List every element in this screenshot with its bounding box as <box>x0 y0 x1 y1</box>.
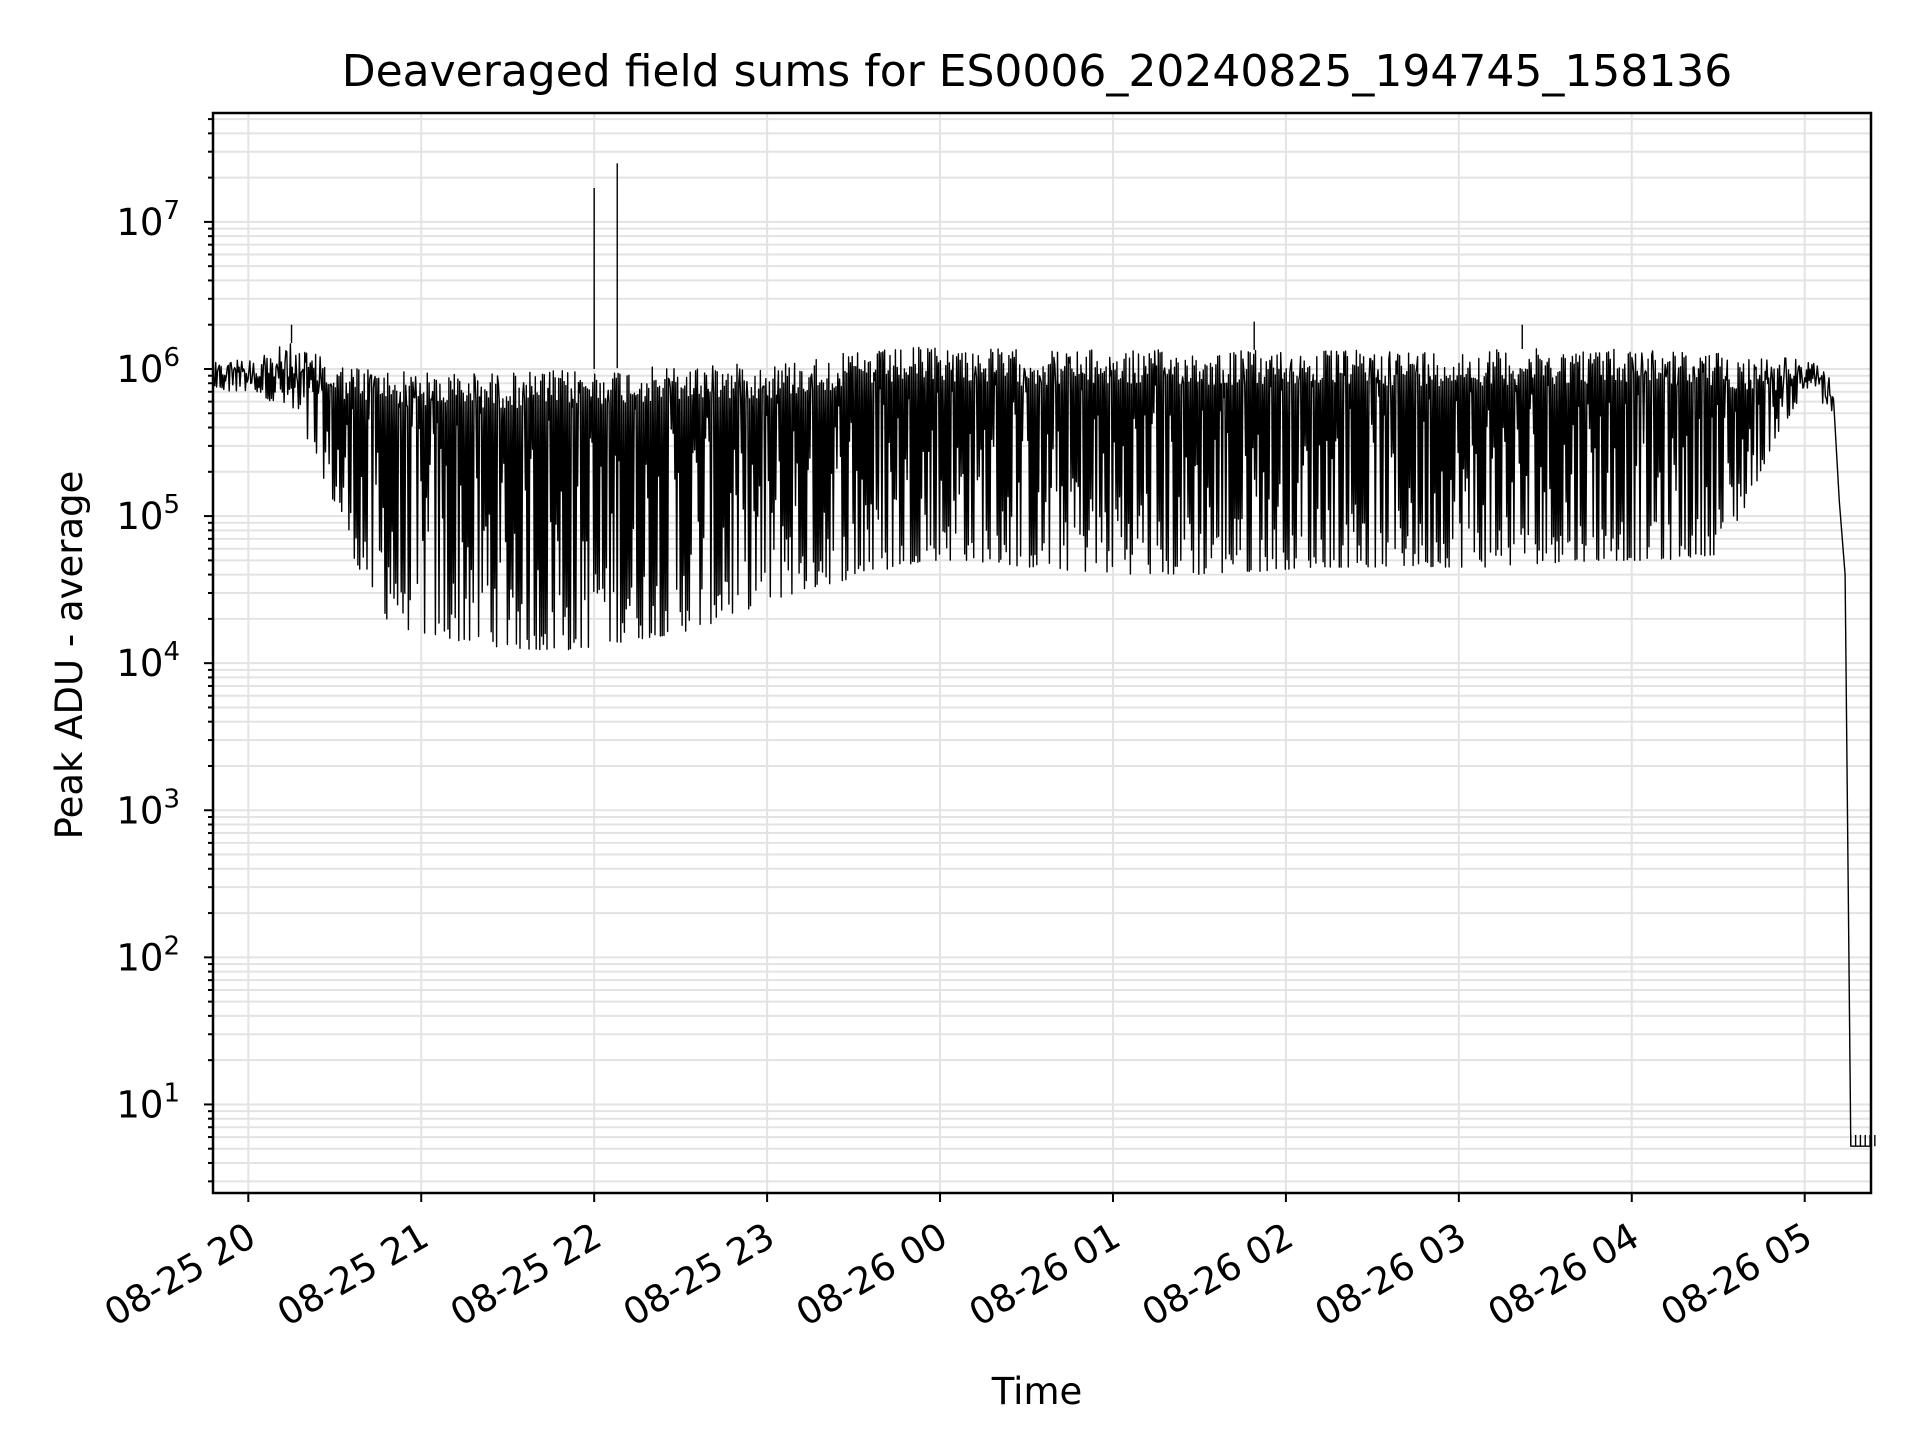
y-tick-label: 102 <box>116 931 180 979</box>
series-line <box>212 343 1871 1147</box>
y-tick-label: 101 <box>116 1078 180 1126</box>
y-axis-label: Peak ADU - average <box>48 471 91 840</box>
y-tick-label: 103 <box>116 784 180 832</box>
y-tick-label: 107 <box>116 196 180 244</box>
axes-frame <box>211 111 1873 1195</box>
y-tick-label: 105 <box>116 490 180 538</box>
y-tick-label: 106 <box>116 343 180 391</box>
y-tick-label: 104 <box>116 637 180 685</box>
y-axis: 101 102 103 104 105 106 107 <box>116 118 213 1183</box>
x-axis-label: Time <box>991 1370 1083 1413</box>
chart-title: Deaveraged field sums for ES0006_2024082… <box>342 46 1733 97</box>
grid <box>213 113 1871 1193</box>
